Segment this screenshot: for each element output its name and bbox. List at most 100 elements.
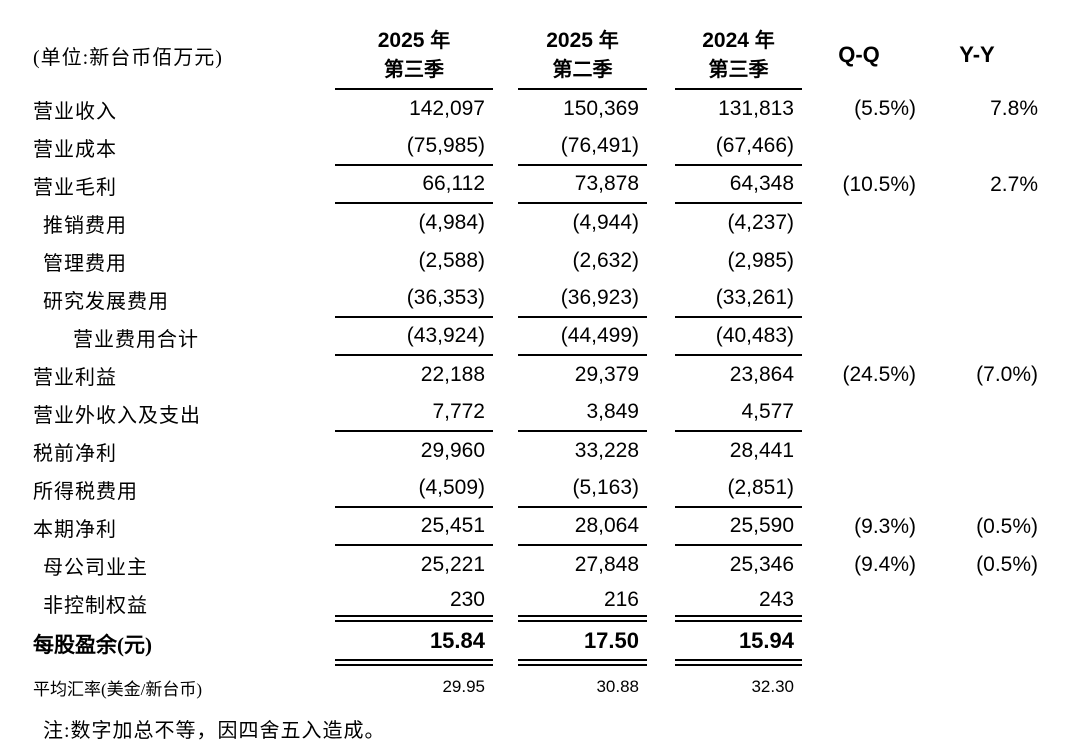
value-2025-q3: 142,097 xyxy=(409,97,485,120)
value-yy xyxy=(916,584,1038,622)
value-2025-q2: (76,491) xyxy=(518,128,647,166)
row-label: 研究发展费用 xyxy=(43,290,169,313)
value-2025-q3: (4,509) xyxy=(335,470,493,508)
row-label: 所得税费用 xyxy=(33,480,138,503)
value-qq xyxy=(802,242,916,280)
value-2024-q3: 32.30 xyxy=(751,677,794,696)
value-qq xyxy=(802,584,916,622)
value-2025-q3: (36,353) xyxy=(335,280,493,318)
column-header-year: 2025 年 xyxy=(546,29,619,52)
column-header-yy: Y-Y xyxy=(959,42,995,67)
column-header-2025-q2: 2025 年 第二季 xyxy=(518,20,647,90)
value-yy: (0.5%) xyxy=(976,515,1038,538)
value-2025-q2: 29,379 xyxy=(574,363,639,386)
row-label: 平均汇率(美金/新台币) xyxy=(33,679,203,699)
column-header-2025-q3: 2025 年 第三季 xyxy=(335,20,493,90)
row-label: 母公司业主 xyxy=(43,556,148,579)
value-qq xyxy=(802,204,916,242)
value-2025-q2: 17.50 xyxy=(518,622,647,666)
value-qq xyxy=(802,128,916,166)
table-row: 研究发展费用 (36,353) (36,923) (33,261) xyxy=(33,280,1038,318)
column-header-quarter: 第三季 xyxy=(384,59,444,81)
value-yy xyxy=(916,394,1038,432)
value-qq xyxy=(802,622,916,666)
value-2025-q2: 28,064 xyxy=(518,508,647,546)
column-header-qq: Q-Q xyxy=(838,42,880,67)
value-2025-q3: 15.84 xyxy=(335,622,493,666)
table-body: 营业收入 142,097 150,369 131,813 (5.5%) 7.8% 营业成本 (… xyxy=(33,90,1076,708)
value-2025-q3: (75,985) xyxy=(335,128,493,166)
value-2024-q3: 23,864 xyxy=(729,363,794,386)
table-row: 非控制权益 230 216 243 xyxy=(33,584,1038,622)
column-header-quarter: 第二季 xyxy=(552,59,613,81)
value-2025-q3: 22,188 xyxy=(420,363,485,386)
table-row: 营业利益 22,188 29,379 23,864 (24.5%) (7.0%) xyxy=(33,356,1038,394)
value-2024-q3: (40,483) xyxy=(675,318,802,356)
table-header: (单位:新台币佰万元) 2025 年 第三季 2025 年 第二季 2024 年… xyxy=(33,20,1038,90)
footnote-text: 注:数字加总不等，因四舍五入造成。 xyxy=(43,719,386,742)
value-yy: 7.8% xyxy=(990,97,1038,120)
value-yy: 2.7% xyxy=(990,173,1038,196)
value-2025-q2: 30.88 xyxy=(596,677,639,696)
value-2025-q2: (5,163) xyxy=(518,470,647,508)
value-2025-q2: 33,228 xyxy=(574,439,639,462)
value-2025-q2: (36,923) xyxy=(518,280,647,318)
value-2025-q3: (2,588) xyxy=(418,249,485,272)
value-2025-q3: 25,451 xyxy=(335,508,493,546)
value-qq xyxy=(802,666,916,708)
value-2025-q3: 66,112 xyxy=(335,166,493,204)
table-row: 平均汇率(美金/新台币) 29.95 30.88 32.30 xyxy=(33,666,1038,708)
value-2024-q3: 15.94 xyxy=(675,622,802,666)
row-label: 推销费用 xyxy=(43,214,127,237)
row-label: 营业毛利 xyxy=(33,176,117,199)
value-qq xyxy=(802,318,916,356)
value-2025-q3: (43,924) xyxy=(335,318,493,356)
table-row: 营业毛利 66,112 73,878 64,348 (10.5%) 2.7% xyxy=(33,166,1038,204)
table-row: 税前净利 29,960 33,228 28,441 xyxy=(33,432,1038,470)
table-row: 管理费用 (2,588) (2,632) (2,985) xyxy=(33,242,1038,280)
value-qq xyxy=(802,432,916,470)
value-2025-q3: 29.95 xyxy=(442,677,485,696)
row-label: 营业外收入及支出 xyxy=(33,404,201,427)
value-2024-q3: 64,348 xyxy=(675,166,802,204)
row-label: 营业成本 xyxy=(33,138,117,161)
value-2024-q3: (4,237) xyxy=(727,211,794,234)
value-2025-q3: (4,984) xyxy=(418,211,485,234)
row-label: 每股盈余(元) xyxy=(33,633,152,657)
table-row: 母公司业主 25,221 27,848 25,346 (9.4%) (0.5%) xyxy=(33,546,1038,584)
value-2024-q3: 28,441 xyxy=(729,439,794,462)
column-header-2024-q3: 2024 年 第三季 xyxy=(675,20,802,90)
value-2025-q2: 216 xyxy=(518,584,647,622)
value-2024-q3: (67,466) xyxy=(675,128,802,166)
value-qq: (9.4%) xyxy=(854,553,916,576)
table-row: 营业外收入及支出 7,772 3,849 4,577 xyxy=(33,394,1038,432)
value-2025-q2: 73,878 xyxy=(518,166,647,204)
value-yy: (7.0%) xyxy=(976,363,1038,386)
row-label: 非控制权益 xyxy=(43,594,148,617)
footnote-row: 注:数字加总不等，因四舍五入造成。 xyxy=(33,708,1076,748)
value-2024-q3: 131,813 xyxy=(718,97,794,120)
table-row: 所得税费用 (4,509) (5,163) (2,851) xyxy=(33,470,1038,508)
value-2024-q3: (2,985) xyxy=(727,249,794,272)
value-2025-q2: 3,849 xyxy=(518,394,647,432)
row-label: 营业费用合计 xyxy=(73,328,199,351)
row-label: 营业利益 xyxy=(33,366,117,389)
value-yy xyxy=(916,204,1038,242)
value-yy xyxy=(916,280,1038,318)
table-row: 本期净利 25,451 28,064 25,590 (9.3%) (0.5%) xyxy=(33,508,1038,546)
value-2025-q2: (4,944) xyxy=(572,211,639,234)
table-row: 营业收入 142,097 150,369 131,813 (5.5%) 7.8% xyxy=(33,90,1038,128)
value-2024-q3: 243 xyxy=(675,584,802,622)
value-2024-q3: 25,590 xyxy=(675,508,802,546)
value-2025-q2: (2,632) xyxy=(572,249,639,272)
row-label: 营业收入 xyxy=(33,100,117,123)
value-qq: (10.5%) xyxy=(842,173,916,196)
value-2024-q3: (2,851) xyxy=(675,470,802,508)
value-yy: (0.5%) xyxy=(976,553,1038,576)
table-row: 营业成本 (75,985) (76,491) (67,466) xyxy=(33,128,1038,166)
value-qq: (9.3%) xyxy=(854,515,916,538)
table-row: 推销费用 (4,984) (4,944) (4,237) xyxy=(33,204,1038,242)
row-label: 管理费用 xyxy=(43,252,127,275)
value-qq xyxy=(802,280,916,318)
value-2024-q3: 25,346 xyxy=(729,553,794,576)
